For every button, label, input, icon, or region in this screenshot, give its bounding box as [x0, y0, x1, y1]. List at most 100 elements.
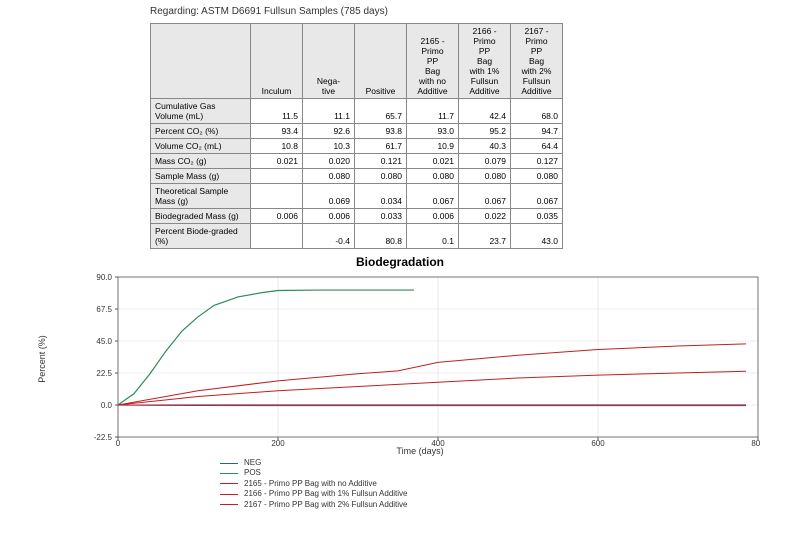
cell: 0.006 — [407, 209, 459, 224]
legend-label: 2167 - Primo PP Bag with 2% Fullsun Addi… — [244, 500, 408, 510]
legend-item: NEG — [220, 458, 770, 468]
table-row: Percent CO₂ (%)93.492.693.893.095.294.7 — [151, 124, 563, 139]
legend-label: NEG — [244, 458, 261, 468]
cell — [251, 184, 303, 209]
col-header: 2167 - Primo PP Bag with 2% Fullsun Addi… — [511, 24, 563, 99]
cell: 0.127 — [511, 154, 563, 169]
legend-item: 2165 - Primo PP Bag with no Additive — [220, 479, 770, 489]
legend-item: 2167 - Primo PP Bag with 2% Fullsun Addi… — [220, 500, 770, 510]
cell: 0.067 — [511, 184, 563, 209]
table-row: Volume CO₂ (mL)10.810.361.710.940.364.4 — [151, 139, 563, 154]
legend-swatch — [220, 483, 238, 484]
cell: 61.7 — [355, 139, 407, 154]
chart-title: Biodegradation — [30, 255, 770, 269]
legend-swatch — [220, 504, 238, 505]
cell: 11.7 — [407, 99, 459, 124]
row-label: Biodegraded Mass (g) — [151, 209, 251, 224]
svg-text:67.5: 67.5 — [96, 305, 112, 314]
legend-swatch — [220, 473, 238, 474]
cell: 42.4 — [459, 99, 511, 124]
cell: 0.079 — [459, 154, 511, 169]
svg-text:0.0: 0.0 — [101, 401, 113, 410]
table-row: Percent Biode-graded (%)-0.480.80.123.74… — [151, 224, 563, 249]
row-label: Sample Mass (g) — [151, 169, 251, 184]
legend-item: POS — [220, 468, 770, 478]
svg-text:400: 400 — [431, 439, 445, 447]
legend-item: 2166 - Primo PP Bag with 1% Fullsun Addi… — [220, 489, 770, 499]
cell — [251, 224, 303, 249]
col-header: 2166 - Primo PP Bag with 1% Fullsun Addi… — [459, 24, 511, 99]
chart-area: Percent (%) -22.50.022.545.067.590.00200… — [70, 271, 770, 446]
legend-label: POS — [244, 468, 261, 478]
cell: 0.021 — [251, 154, 303, 169]
table-row: Theoretical Sample Mass (g)0.0690.0340.0… — [151, 184, 563, 209]
cell: 11.5 — [251, 99, 303, 124]
cell: 68.0 — [511, 99, 563, 124]
cell: 94.7 — [511, 124, 563, 139]
cell: 95.2 — [459, 124, 511, 139]
cell: 0.006 — [251, 209, 303, 224]
row-label: Theoretical Sample Mass (g) — [151, 184, 251, 209]
chart-legend: NEGPOS2165 - Primo PP Bag with no Additi… — [220, 458, 770, 510]
svg-text:90.0: 90.0 — [96, 273, 112, 282]
row-label: Volume CO₂ (mL) — [151, 139, 251, 154]
svg-text:0: 0 — [116, 439, 121, 447]
row-label: Percent CO₂ (%) — [151, 124, 251, 139]
cell: 0.1 — [407, 224, 459, 249]
cell: 10.8 — [251, 139, 303, 154]
cell: 93.4 — [251, 124, 303, 139]
cell: 0.067 — [459, 184, 511, 209]
cell: 0.020 — [303, 154, 355, 169]
legend-swatch — [220, 494, 238, 495]
cell: 93.0 — [407, 124, 459, 139]
cell: 0.035 — [511, 209, 563, 224]
table-row: Mass CO₂ (g)0.0210.0200.1210.0210.0790.1… — [151, 154, 563, 169]
cell: 0.121 — [355, 154, 407, 169]
table-row: Sample Mass (g)0.0800.0800.0800.0800.080 — [151, 169, 563, 184]
cell: 0.080 — [511, 169, 563, 184]
col-header: Inculum — [251, 24, 303, 99]
cell: 23.7 — [459, 224, 511, 249]
table-row: Cumulative Gas Volume (mL)11.511.165.711… — [151, 99, 563, 124]
svg-text:200: 200 — [271, 439, 285, 447]
cell: 92.6 — [303, 124, 355, 139]
cell: 11.1 — [303, 99, 355, 124]
cell: -0.4 — [303, 224, 355, 249]
y-axis-label: Percent (%) — [37, 335, 47, 383]
col-header: Positive — [355, 24, 407, 99]
cell: 93.8 — [355, 124, 407, 139]
cell: 0.033 — [355, 209, 407, 224]
cell: 10.3 — [303, 139, 355, 154]
cell: 10.9 — [407, 139, 459, 154]
cell: 65.7 — [355, 99, 407, 124]
row-label: Cumulative Gas Volume (mL) — [151, 99, 251, 124]
cell: 0.069 — [303, 184, 355, 209]
cell: 43.0 — [511, 224, 563, 249]
cell: 0.006 — [303, 209, 355, 224]
legend-label: 2166 - Primo PP Bag with 1% Fullsun Addi… — [244, 489, 408, 499]
chart-svg: -22.5 0.0 22.5 45.0 67.5 90.0 0 200 400 600 800 — [70, 271, 760, 447]
cell: 0.080 — [303, 169, 355, 184]
svg-text:45.0: 45.0 — [96, 337, 112, 346]
svg-text:-22.5: -22.5 — [94, 433, 113, 442]
cell: 0.022 — [459, 209, 511, 224]
cell: 0.021 — [407, 154, 459, 169]
table-row: Biodegraded Mass (g)0.0060.0060.0330.006… — [151, 209, 563, 224]
cell — [251, 169, 303, 184]
x-axis-label: Time (days) — [70, 446, 770, 456]
svg-text:22.5: 22.5 — [96, 369, 112, 378]
legend-label: 2165 - Primo PP Bag with no Additive — [244, 479, 377, 489]
cell: 64.4 — [511, 139, 563, 154]
cell: 0.067 — [407, 184, 459, 209]
cell: 40.3 — [459, 139, 511, 154]
col-header — [151, 24, 251, 99]
col-header: Nega- tive — [303, 24, 355, 99]
row-label: Mass CO₂ (g) — [151, 154, 251, 169]
svg-text:600: 600 — [591, 439, 605, 447]
results-table: InculumNega- tivePositive2165 - Primo PP… — [150, 23, 563, 249]
page-title: Regarding: ASTM D6691 Fullsun Samples (7… — [150, 6, 770, 17]
svg-text:800: 800 — [751, 439, 760, 447]
cell: 80.8 — [355, 224, 407, 249]
col-header: 2165 - Primo PP Bag with no Additive — [407, 24, 459, 99]
cell: 0.080 — [459, 169, 511, 184]
